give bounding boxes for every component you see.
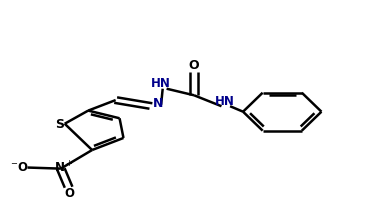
- Text: S: S: [56, 118, 64, 131]
- Text: HN: HN: [215, 95, 234, 108]
- Text: HN: HN: [151, 77, 171, 90]
- Text: $^{-}$O: $^{-}$O: [10, 161, 29, 174]
- Text: N: N: [153, 97, 163, 110]
- Text: O: O: [65, 187, 75, 200]
- Text: O: O: [189, 59, 200, 72]
- Text: N$^+$: N$^+$: [54, 160, 74, 175]
